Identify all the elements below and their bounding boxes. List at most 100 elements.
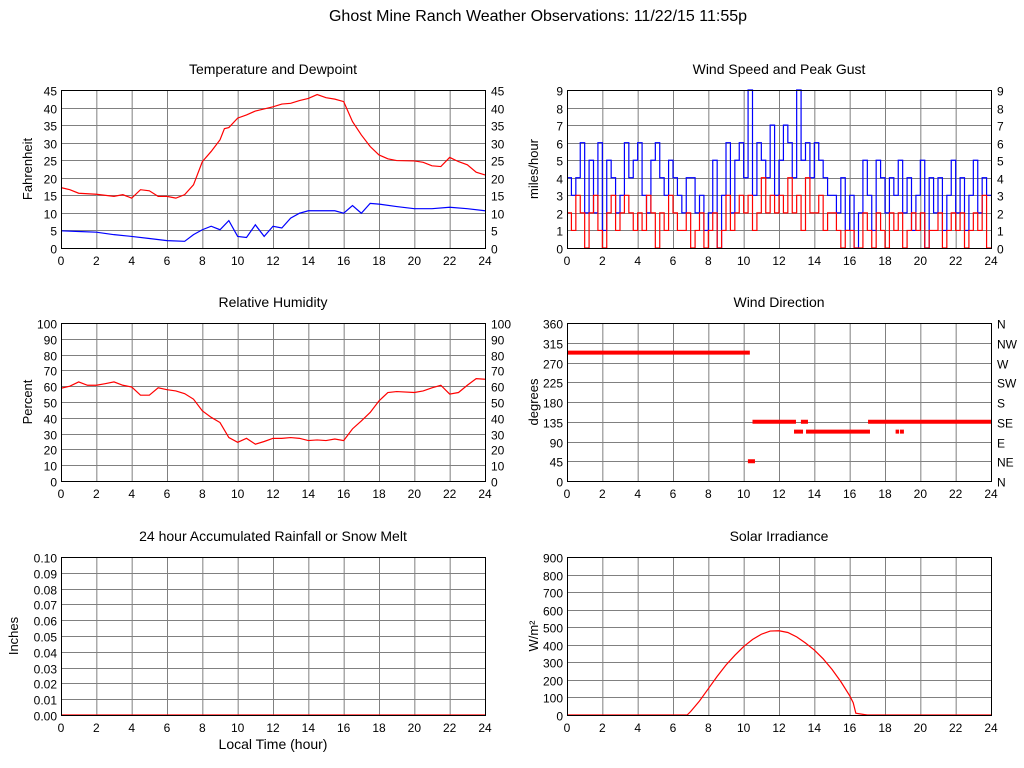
x-tick-label: 16 — [337, 254, 351, 268]
y-tick-label-right: 80 — [491, 350, 505, 364]
y-tick-label: 25 — [44, 155, 58, 169]
y-tick-label: 35 — [44, 120, 58, 134]
y-tick-label: 0.10 — [34, 552, 58, 566]
x-tick-label: 10 — [231, 487, 245, 501]
y-tick-label-right: W — [997, 358, 1009, 372]
x-tick-label: 8 — [705, 254, 712, 268]
y-tick-label-right: NE — [997, 456, 1014, 470]
y-tick-label: 0.04 — [34, 647, 58, 661]
x-tick-label: 24 — [984, 721, 998, 735]
y-tick-label-right: SW — [997, 377, 1017, 391]
y-tick-label: 45 — [44, 85, 58, 99]
x-tick-label: 4 — [634, 721, 641, 735]
x-tick-label: 12 — [266, 487, 280, 501]
y-tick-label-right: 50 — [491, 397, 505, 411]
plot-border — [567, 90, 992, 249]
x-tick-label: 16 — [337, 721, 351, 735]
y-tick-label: 10 — [44, 208, 58, 222]
series-line-0 — [567, 89, 991, 249]
x-tick-label: 14 — [808, 254, 822, 268]
x-tick-label: 2 — [93, 254, 100, 268]
y-tick-label-right: 90 — [491, 334, 505, 348]
chart-title: Wind Direction — [733, 294, 824, 310]
y-tick-label: 0.05 — [34, 631, 58, 645]
x-tick-label: 14 — [808, 721, 822, 735]
x-tick-label: 4 — [128, 254, 135, 268]
x-tick-label: 10 — [737, 487, 751, 501]
x-tick-label: 24 — [984, 254, 998, 268]
x-tick-label: 8 — [199, 487, 206, 501]
y-tick-label: 80 — [44, 350, 58, 364]
y-tick-label: 0 — [556, 710, 563, 724]
y-tick-label: 0 — [556, 243, 563, 257]
x-tick-label: 6 — [670, 721, 677, 735]
x-tick-label: 12 — [772, 721, 786, 735]
y-tick-label-right: 9 — [997, 85, 1004, 99]
x-axis-label: Local Time (hour) — [219, 736, 328, 752]
x-tick-label: 20 — [914, 721, 928, 735]
x-tick-label: 6 — [670, 487, 677, 501]
series-line-0 — [60, 378, 486, 445]
x-tick-label: 16 — [843, 721, 857, 735]
x-tick-label: 22 — [949, 487, 963, 501]
x-tick-label: 22 — [949, 254, 963, 268]
plot-border — [61, 557, 486, 716]
y-tick-label: 300 — [543, 657, 563, 671]
x-tick-label: 4 — [634, 487, 641, 501]
y-tick-label: 4 — [556, 173, 563, 187]
y-tick-label: 0.01 — [34, 694, 58, 708]
x-tick-label: 10 — [231, 721, 245, 735]
chart-title: 24 hour Accumulated Rainfall or Snow Mel… — [139, 528, 407, 544]
x-tick-label: 6 — [164, 721, 171, 735]
x-tick-label: 4 — [634, 254, 641, 268]
y-tick-label: 60 — [44, 381, 58, 395]
y-tick-label: 225 — [543, 377, 563, 391]
plot-border — [567, 323, 992, 482]
x-tick-label: 18 — [372, 721, 386, 735]
series-line-0 — [60, 93, 486, 199]
y-tick-label-right: S — [997, 397, 1005, 411]
y-tick-label-right: 1 — [997, 225, 1004, 239]
x-tick-label: 0 — [58, 487, 65, 501]
x-tick-label: 0 — [58, 721, 65, 735]
y-tick-label-right: 10 — [491, 208, 505, 222]
y-tick-label: 0 — [50, 243, 57, 257]
y-tick-label: 70 — [44, 365, 58, 379]
y-tick-label: 6 — [556, 138, 563, 152]
y-tick-label-right: 20 — [491, 173, 505, 187]
x-tick-label: 18 — [372, 487, 386, 501]
y-tick-label-right: 10 — [491, 460, 505, 474]
plot-border — [61, 90, 486, 249]
x-tick-label: 18 — [878, 254, 892, 268]
x-tick-label: 0 — [564, 721, 571, 735]
y-tick-label-right: 20 — [491, 444, 505, 458]
y-tick-label: 9 — [556, 85, 563, 99]
y-tick-label: 30 — [44, 429, 58, 443]
x-tick-label: 2 — [599, 487, 606, 501]
x-tick-label: 14 — [302, 487, 316, 501]
x-tick-label: 0 — [564, 487, 571, 501]
x-tick-label: 6 — [164, 487, 171, 501]
x-tick-label: 8 — [199, 721, 206, 735]
y-tick-label-right: N — [997, 476, 1006, 490]
rainfall-chart: 0 2 4 6 8 10 12 14 16 18 20 22 240.000.010.020.030.0… — [6, 528, 492, 752]
y-tick-label: 200 — [543, 675, 563, 689]
y-tick-label-right: 5 — [997, 155, 1004, 169]
series-line-1 — [567, 177, 991, 249]
y-tick-label-right: 100 — [491, 318, 511, 332]
y-tick-label: 0 — [50, 476, 57, 490]
plot-border — [567, 557, 992, 716]
y-tick-label: 5 — [556, 155, 563, 169]
y-tick-label: 500 — [543, 622, 563, 636]
y-tick-label-right: 3 — [997, 190, 1004, 204]
y-tick-label: 90 — [550, 437, 564, 451]
y-tick-label: 0 — [556, 476, 563, 490]
plot-border — [61, 323, 486, 482]
x-tick-label: 20 — [914, 254, 928, 268]
y-tick-label: 270 — [543, 358, 563, 372]
y-tick-label: 400 — [543, 640, 563, 654]
y-tick-label: 100 — [37, 318, 57, 332]
